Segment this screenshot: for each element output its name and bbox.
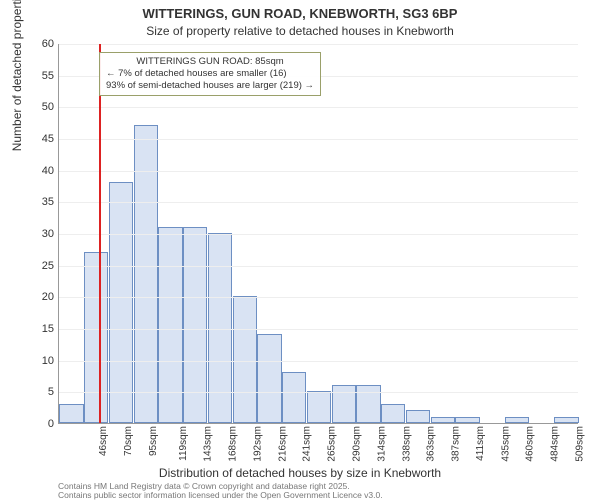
- gridline-h: [59, 392, 578, 393]
- x-tick-label: 338sqm: [401, 426, 412, 462]
- bar: [109, 182, 133, 423]
- gridline-h: [59, 234, 578, 235]
- bar: [406, 410, 430, 423]
- x-tick-label: 70sqm: [123, 426, 134, 456]
- gridline-h: [59, 202, 578, 203]
- bar: [59, 404, 83, 423]
- x-tick-label: 435sqm: [500, 426, 511, 462]
- chart-title: WITTERINGS, GUN ROAD, KNEBWORTH, SG3 6BP: [0, 6, 600, 21]
- x-tick-label: 143sqm: [203, 426, 214, 462]
- y-tick-label: 35: [24, 196, 54, 208]
- bar: [158, 227, 182, 423]
- x-tick-label: 363sqm: [426, 426, 437, 462]
- bar: [84, 252, 108, 423]
- annotation-line: ← 7% of detached houses are smaller (16): [106, 68, 314, 80]
- x-tick-label: 265sqm: [327, 426, 338, 462]
- bar: [257, 334, 281, 423]
- x-tick-label: 460sqm: [525, 426, 536, 462]
- bar: [356, 385, 380, 423]
- x-tick-label: 314sqm: [376, 426, 387, 462]
- x-tick-label: 168sqm: [228, 426, 239, 462]
- x-tick-label: 119sqm: [178, 426, 189, 461]
- chart-root: WITTERINGS, GUN ROAD, KNEBWORTH, SG3 6BP…: [0, 0, 600, 500]
- bar: [307, 391, 331, 423]
- annotation-line: 93% of semi-detached houses are larger (…: [106, 80, 314, 92]
- gridline-h: [59, 139, 578, 140]
- y-tick-label: 15: [24, 323, 54, 335]
- y-tick-label: 0: [24, 418, 54, 430]
- bar: [505, 417, 529, 423]
- x-tick-label: 484sqm: [550, 426, 561, 462]
- x-tick-label: 95sqm: [148, 426, 159, 456]
- bar: [554, 417, 578, 423]
- bar: [431, 417, 455, 423]
- gridline-h: [59, 266, 578, 267]
- gridline-h: [59, 171, 578, 172]
- annotation-box: WITTERINGS GUN ROAD: 85sqm← 7% of detach…: [99, 52, 321, 96]
- bar: [282, 372, 306, 423]
- x-tick-label: 192sqm: [253, 426, 264, 462]
- x-tick-label: 290sqm: [352, 426, 363, 462]
- bar: [332, 385, 356, 423]
- x-tick-label: 387sqm: [451, 426, 462, 462]
- y-tick-label: 60: [24, 38, 54, 50]
- y-tick-label: 45: [24, 133, 54, 145]
- bar: [183, 227, 207, 423]
- gridline-h: [59, 107, 578, 108]
- chart-subtitle: Size of property relative to detached ho…: [0, 24, 600, 38]
- y-tick-label: 10: [24, 355, 54, 367]
- gridline-h: [59, 44, 578, 45]
- bar: [381, 404, 405, 423]
- y-tick-label: 5: [24, 386, 54, 398]
- gridline-h: [59, 361, 578, 362]
- x-axis-label: Distribution of detached houses by size …: [0, 466, 600, 480]
- footer-line2: Contains public sector information licen…: [58, 491, 383, 500]
- gridline-h: [59, 329, 578, 330]
- y-axis-label: Number of detached properties: [10, 0, 24, 151]
- x-tick-label: 216sqm: [277, 426, 288, 462]
- x-tick-label: 411sqm: [475, 426, 486, 461]
- gridline-h: [59, 297, 578, 298]
- bar: [455, 417, 479, 423]
- y-tick-label: 50: [24, 101, 54, 113]
- plot-area: WITTERINGS GUN ROAD: 85sqm← 7% of detach…: [58, 44, 578, 424]
- footer-note: Contains HM Land Registry data © Crown c…: [58, 482, 383, 501]
- y-tick-label: 55: [24, 70, 54, 82]
- y-tick-label: 30: [24, 228, 54, 240]
- x-tick-label: 46sqm: [98, 426, 109, 456]
- y-tick-label: 40: [24, 165, 54, 177]
- reference-line: [99, 44, 101, 423]
- y-tick-label: 25: [24, 260, 54, 272]
- x-tick-label: 509sqm: [574, 426, 585, 462]
- annotation-line: WITTERINGS GUN ROAD: 85sqm: [106, 56, 314, 68]
- y-tick-label: 20: [24, 291, 54, 303]
- bar: [208, 233, 232, 423]
- x-tick-label: 241sqm: [302, 426, 313, 462]
